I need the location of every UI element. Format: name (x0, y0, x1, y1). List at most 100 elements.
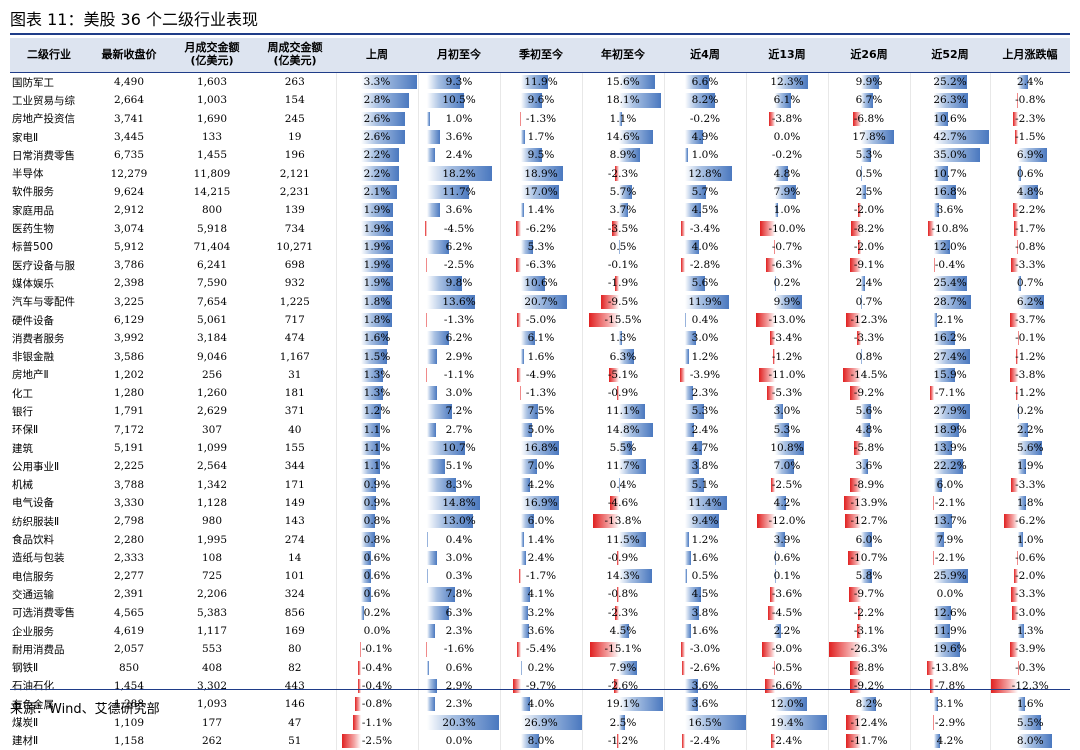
return-cell: -3.1% (828, 622, 910, 640)
close-price: 2,225 (88, 457, 170, 475)
return-value: 2.9% (419, 347, 500, 365)
return-value: 0.8% (829, 347, 910, 365)
return-cell: 3.6% (664, 695, 746, 713)
return-value: -0.4% (337, 659, 418, 677)
return-value: 19.1% (583, 695, 664, 713)
return-cell: -7.1% (910, 384, 990, 402)
source-note: 来源：Wind、艾德研究部 (10, 698, 160, 717)
return-cell: -12.3% (828, 311, 910, 329)
return-value: -2.3% (991, 110, 1071, 128)
month-amount: 177 (170, 713, 254, 731)
return-value: -0.7% (747, 238, 828, 256)
return-value: -3.9% (665, 366, 746, 384)
return-value: 25.2% (911, 73, 990, 91)
return-cell: -5.8% (828, 439, 910, 457)
return-cell: -2.0% (828, 201, 910, 219)
return-value: -0.8% (991, 91, 1071, 109)
return-cell: 1.7% (500, 128, 582, 146)
return-cell: 1.9% (336, 219, 418, 237)
return-cell: 2.1% (910, 311, 990, 329)
return-value: 0.8% (337, 512, 418, 530)
return-value: 1.9% (991, 457, 1071, 475)
industry-name: 公用事业Ⅱ (10, 457, 88, 475)
return-cell: 1.6% (500, 347, 582, 365)
return-cell: -6.3% (746, 256, 828, 274)
return-cell: 4.0% (664, 238, 746, 256)
return-value: -5.8% (829, 439, 910, 457)
return-value: 2.4% (829, 274, 910, 292)
return-value: -3.3% (991, 476, 1071, 494)
return-value: 1.7% (501, 128, 582, 146)
return-cell: 7.9% (582, 659, 664, 677)
return-value: 25.9% (911, 567, 990, 585)
month-amount: 1,995 (170, 530, 254, 548)
return-cell: 19.1% (582, 695, 664, 713)
industry-name: 汽车与零配件 (10, 293, 88, 311)
return-cell: -9.7% (828, 585, 910, 603)
industry-name: 造纸与包装 (10, 549, 88, 567)
return-value: 0.2% (501, 659, 582, 677)
week-amount: 196 (254, 146, 336, 164)
return-cell: -5.3% (746, 384, 828, 402)
return-cell: 1.9% (990, 457, 1070, 475)
return-value: 1.8% (337, 311, 418, 329)
return-cell: 1.4% (500, 201, 582, 219)
industry-name: 消费者服务 (10, 329, 88, 347)
return-value: -9.2% (829, 384, 910, 402)
industry-name: 建筑 (10, 439, 88, 457)
return-cell: 1.2% (664, 530, 746, 548)
return-value: 4.5% (665, 201, 746, 219)
return-cell: -15.1% (582, 640, 664, 658)
return-value: -2.8% (665, 256, 746, 274)
return-value: -3.0% (665, 640, 746, 658)
return-value: 35.0% (911, 146, 990, 164)
close-price: 2,391 (88, 585, 170, 603)
return-cell: 4.8% (990, 183, 1070, 201)
close-price: 6,129 (88, 311, 170, 329)
industry-name: 钢铁Ⅱ (10, 659, 88, 677)
month-amount: 7,590 (170, 274, 254, 292)
week-amount: 31 (254, 366, 336, 384)
return-cell: -3.3% (990, 256, 1070, 274)
month-amount: 133 (170, 128, 254, 146)
return-value: -1.9% (583, 274, 664, 292)
return-value: 0.1% (747, 567, 828, 585)
return-value: 6.9% (991, 146, 1071, 164)
return-value: 2.2% (337, 164, 418, 182)
return-value: 0.6% (991, 164, 1071, 182)
return-cell: 6.2% (418, 329, 500, 347)
return-cell: 3.0% (746, 402, 828, 420)
return-value: -6.3% (747, 256, 828, 274)
return-value: 3.8% (665, 604, 746, 622)
return-value: 1.1% (337, 457, 418, 475)
return-cell: 1.0% (990, 530, 1070, 548)
return-cell: 11.9% (910, 622, 990, 640)
return-cell: -7.8% (910, 677, 990, 695)
return-value: 11.5% (583, 530, 664, 548)
industry-name: 环保Ⅱ (10, 421, 88, 439)
return-value: 18.1% (583, 91, 664, 109)
return-cell: 6.2% (418, 238, 500, 256)
return-cell: 1.6% (664, 549, 746, 567)
return-cell: 5.3% (828, 146, 910, 164)
return-cell: 0.6% (336, 567, 418, 585)
return-cell: 8.0% (990, 732, 1070, 750)
return-value: -6.3% (501, 256, 582, 274)
return-cell: -6.8% (828, 110, 910, 128)
return-value: -4.5% (747, 604, 828, 622)
month-amount: 2,629 (170, 402, 254, 420)
return-cell: 10.6% (500, 274, 582, 292)
return-value: 4.8% (747, 164, 828, 182)
month-amount: 262 (170, 732, 254, 750)
close-price: 3,992 (88, 329, 170, 347)
return-cell: 35.0% (910, 146, 990, 164)
return-value: 6.2% (419, 329, 500, 347)
return-value: -0.6% (991, 549, 1071, 567)
return-cell: 1.9% (336, 256, 418, 274)
return-cell: 1.3% (990, 622, 1070, 640)
return-cell: 11.7% (418, 183, 500, 201)
return-cell: 4.5% (582, 622, 664, 640)
